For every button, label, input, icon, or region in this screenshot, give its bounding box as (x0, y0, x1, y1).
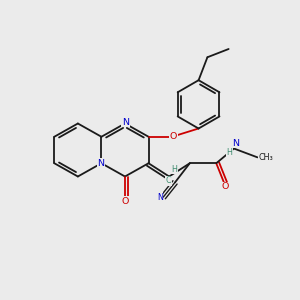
Text: CH₃: CH₃ (258, 153, 273, 162)
Text: O: O (121, 197, 129, 206)
Text: C: C (166, 176, 171, 185)
Text: N: N (97, 159, 104, 168)
Text: H: H (226, 148, 232, 158)
Text: O: O (170, 132, 177, 141)
Text: N: N (232, 139, 239, 148)
Text: N: N (122, 118, 129, 127)
Text: O: O (221, 182, 229, 191)
Text: N: N (157, 193, 163, 202)
Text: H: H (172, 165, 177, 174)
